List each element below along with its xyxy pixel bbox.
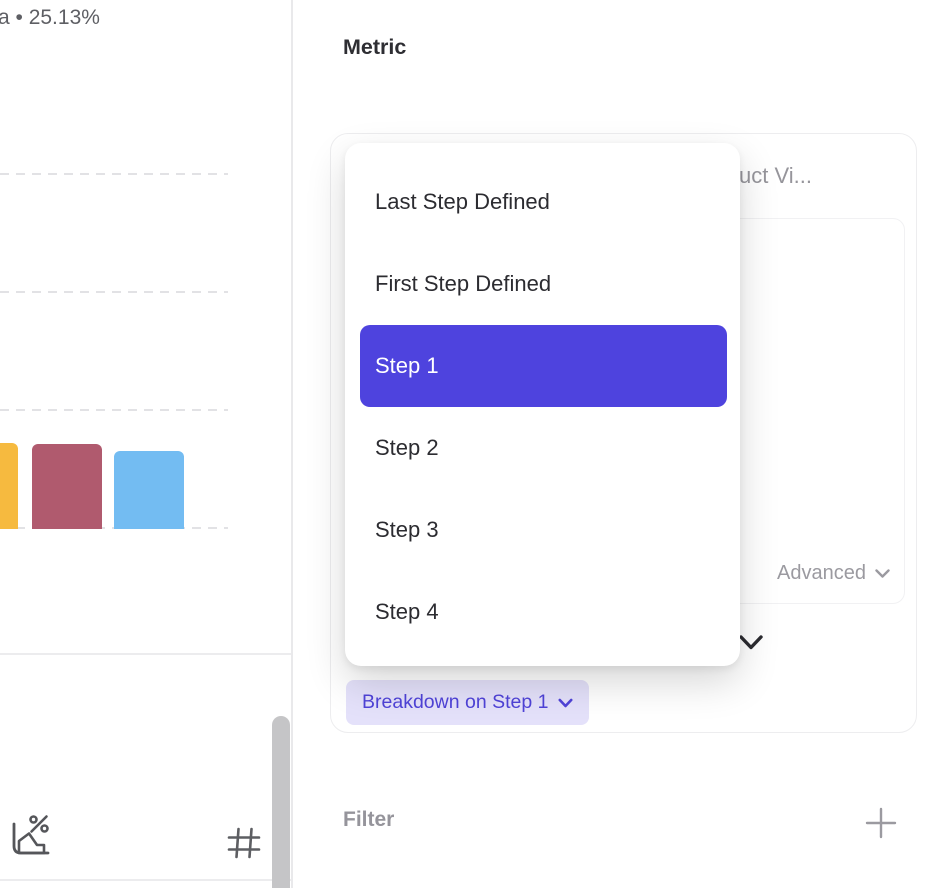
grid-toggle-button[interactable] xyxy=(226,826,262,860)
advanced-label: Advanced xyxy=(777,562,866,584)
step-dropdown-menu: Last Step Defined First Step Defined Ste… xyxy=(345,143,740,666)
funnel-bar-series-maroon xyxy=(32,444,102,529)
dropdown-item-step-4[interactable]: Step 4 xyxy=(375,599,439,624)
vertical-divider xyxy=(291,0,293,888)
scrollbar-thumb[interactable] xyxy=(272,716,290,888)
conversion-chart-button[interactable] xyxy=(6,812,52,862)
chevron-down-icon xyxy=(558,698,573,708)
dropdown-item-step-1[interactable]: Step 1 xyxy=(360,325,727,407)
funnel-bar-series-blue xyxy=(114,451,184,529)
grid-hash-icon xyxy=(226,826,262,860)
series-breakdown-label: a • 25.13% xyxy=(0,6,100,29)
chart-gridline xyxy=(0,173,228,175)
chart-panel: a • 25.13% xyxy=(0,0,292,888)
conversion-chart-icon xyxy=(6,812,52,862)
breakdown-button-label: Breakdown on Step 1 xyxy=(362,691,549,713)
metric-section-title: Metric xyxy=(343,35,407,59)
chart-gridline xyxy=(0,291,228,293)
chevron-down-icon[interactable] xyxy=(738,634,764,651)
filter-section-title: Filter xyxy=(343,808,395,831)
dropdown-item-step-3[interactable]: Step 3 xyxy=(375,517,439,542)
funnel-bar-series-yellow xyxy=(0,443,18,529)
chart-gridline xyxy=(0,409,228,411)
dropdown-item-step-2[interactable]: Step 2 xyxy=(375,435,439,460)
panel-bottom-divider xyxy=(0,879,292,881)
chevron-down-icon xyxy=(875,569,890,578)
advanced-toggle[interactable]: Advanced xyxy=(777,562,890,585)
plus-icon xyxy=(864,806,898,840)
event-name-truncated: uct Vi... xyxy=(739,163,812,188)
panel-divider xyxy=(0,653,292,655)
breakdown-on-step-button[interactable]: Breakdown on Step 1 xyxy=(346,680,590,725)
add-filter-button[interactable] xyxy=(864,806,898,840)
dropdown-item-first-step-defined[interactable]: First Step Defined xyxy=(375,271,552,296)
dropdown-item-last-step-defined[interactable]: Last Step Defined xyxy=(375,189,550,214)
